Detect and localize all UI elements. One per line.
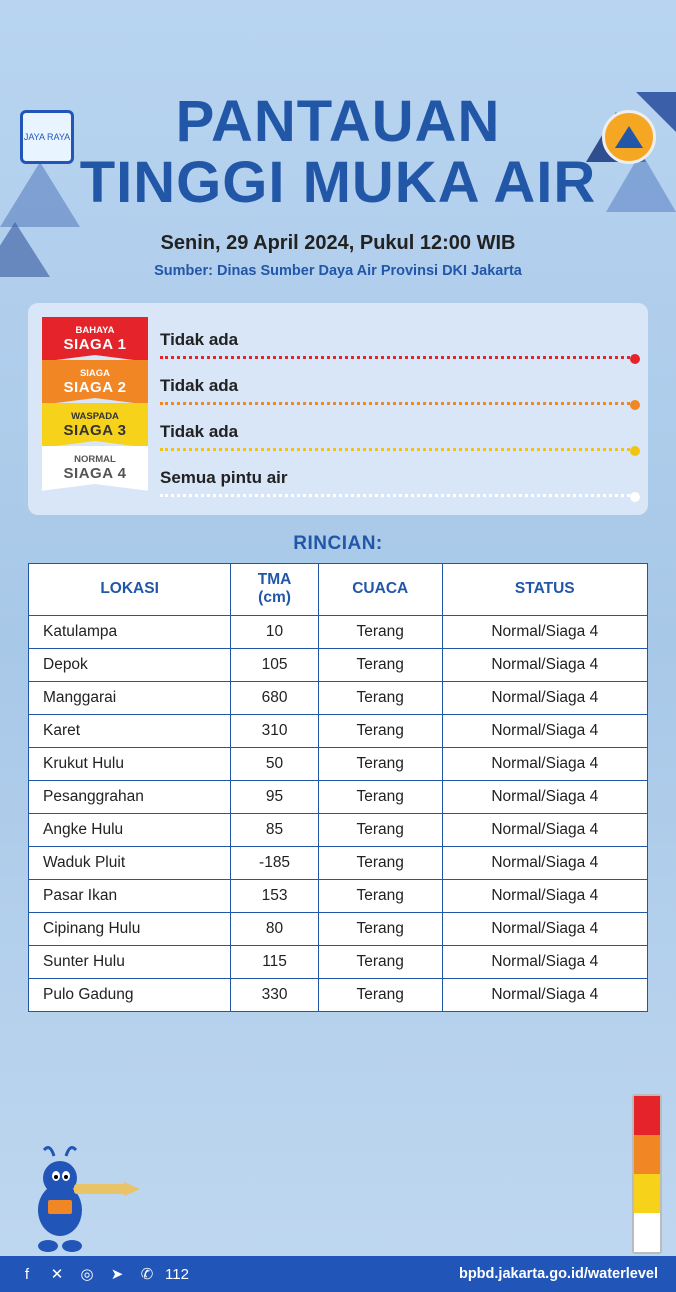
- cell-cuaca: Terang: [318, 945, 442, 978]
- cell-tma: 85: [231, 813, 319, 846]
- cell-tma: 95: [231, 780, 319, 813]
- cell-cuaca: Terang: [318, 846, 442, 879]
- cell-cuaca: Terang: [318, 714, 442, 747]
- cell-cuaca: Terang: [318, 747, 442, 780]
- cell-cuaca: Terang: [318, 978, 442, 1011]
- cell-cuaca: Terang: [318, 780, 442, 813]
- cell-lokasi: Angke Hulu: [29, 813, 231, 846]
- table-row: Waduk Pluit-185TerangNormal/Siaga 4: [29, 846, 648, 879]
- cell-tma: 310: [231, 714, 319, 747]
- badge-siaga-3: WASPADA SIAGA 3: [42, 403, 148, 448]
- badge-siaga-1: BAHAYA SIAGA 1: [42, 317, 148, 362]
- alert-value-siaga-3: Tidak ada: [160, 409, 626, 455]
- alert-value-siaga-1: Tidak ada: [160, 317, 626, 363]
- col-cuaca: CUACA: [318, 563, 442, 615]
- facebook-icon[interactable]: f: [18, 1265, 36, 1283]
- details-block: RINCIAN: LOKASI TMA(cm) CUACA STATUS Kat…: [28, 533, 648, 1012]
- details-title: RINCIAN:: [28, 533, 648, 555]
- table-row: Pulo Gadung330TerangNormal/Siaga 4: [29, 978, 648, 1011]
- table-row: Manggarai680TerangNormal/Siaga 4: [29, 681, 648, 714]
- alert-value-siaga-2: Tidak ada: [160, 363, 626, 409]
- cell-lokasi: Depok: [29, 648, 231, 681]
- footer-url[interactable]: bpbd.jakarta.go.id/waterlevel: [459, 1266, 658, 1282]
- cell-lokasi: Karet: [29, 714, 231, 747]
- cell-tma: 80: [231, 912, 319, 945]
- cell-cuaca: Terang: [318, 648, 442, 681]
- table-row: Cipinang Hulu80TerangNormal/Siaga 4: [29, 912, 648, 945]
- cell-status: Normal/Siaga 4: [442, 681, 647, 714]
- water-gauge-icon: [632, 1094, 662, 1254]
- footer-bar: f ✕ ◎ ➤ ✆ 112 bpbd.jakarta.go.id/waterle…: [0, 1256, 676, 1292]
- logo-bpbd-icon: [602, 110, 656, 164]
- cell-cuaca: Terang: [318, 681, 442, 714]
- cell-status: Normal/Siaga 4: [442, 912, 647, 945]
- cell-status: Normal/Siaga 4: [442, 780, 647, 813]
- cell-lokasi: Manggarai: [29, 681, 231, 714]
- cell-lokasi: Krukut Hulu: [29, 747, 231, 780]
- mascot-icon: [12, 1138, 142, 1258]
- source-line: Sumber: Dinas Sumber Daya Air Provinsi D…: [30, 263, 646, 279]
- cell-lokasi: Pesanggrahan: [29, 780, 231, 813]
- table-row: Krukut Hulu50TerangNormal/Siaga 4: [29, 747, 648, 780]
- instagram-icon[interactable]: ◎: [78, 1265, 96, 1283]
- cell-status: Normal/Siaga 4: [442, 978, 647, 1011]
- cell-tma: 330: [231, 978, 319, 1011]
- phone-icon[interactable]: ✆: [138, 1265, 156, 1283]
- cell-status: Normal/Siaga 4: [442, 648, 647, 681]
- badge-siaga-4: NORMAL SIAGA 4: [42, 446, 148, 491]
- table-header-row: LOKASI TMA(cm) CUACA STATUS: [29, 563, 648, 615]
- table-row: Sunter Hulu115TerangNormal/Siaga 4: [29, 945, 648, 978]
- table-row: Pesanggrahan95TerangNormal/Siaga 4: [29, 780, 648, 813]
- logo-jakarta-icon: JAYA RAYA: [20, 110, 74, 164]
- cell-lokasi: Pulo Gadung: [29, 978, 231, 1011]
- cell-tma: 115: [231, 945, 319, 978]
- social-icons: f ✕ ◎ ➤ ✆ 112: [18, 1265, 186, 1283]
- cell-tma: -185: [231, 846, 319, 879]
- col-lokasi: LOKASI: [29, 563, 231, 615]
- table-row: Depok105TerangNormal/Siaga 4: [29, 648, 648, 681]
- cell-tma: 10: [231, 615, 319, 648]
- cell-lokasi: Sunter Hulu: [29, 945, 231, 978]
- col-status: STATUS: [442, 563, 647, 615]
- cell-cuaca: Terang: [318, 813, 442, 846]
- header-logos: JAYA RAYA: [0, 110, 676, 164]
- cell-status: Normal/Siaga 4: [442, 813, 647, 846]
- col-tma: TMA(cm): [231, 563, 319, 615]
- cell-status: Normal/Siaga 4: [442, 615, 647, 648]
- cell-lokasi: Waduk Pluit: [29, 846, 231, 879]
- cell-tma: 50: [231, 747, 319, 780]
- cell-lokasi: Katulampa: [29, 615, 231, 648]
- cell-cuaca: Terang: [318, 879, 442, 912]
- cell-lokasi: Pasar Ikan: [29, 879, 231, 912]
- cell-cuaca: Terang: [318, 912, 442, 945]
- table-row: Pasar Ikan153TerangNormal/Siaga 4: [29, 879, 648, 912]
- cell-tma: 680: [231, 681, 319, 714]
- cell-lokasi: Cipinang Hulu: [29, 912, 231, 945]
- alert-card: BAHAYA SIAGA 1 SIAGA SIAGA 2 WASPADA SIA…: [28, 303, 648, 515]
- cell-status: Normal/Siaga 4: [442, 945, 647, 978]
- cell-tma: 105: [231, 648, 319, 681]
- alert-value-siaga-4: Semua pintu air: [160, 455, 626, 501]
- table-row: Karet310TerangNormal/Siaga 4: [29, 714, 648, 747]
- badge-stack: BAHAYA SIAGA 1 SIAGA SIAGA 2 WASPADA SIA…: [42, 317, 148, 489]
- telegram-icon[interactable]: ➤: [108, 1265, 126, 1283]
- cell-status: Normal/Siaga 4: [442, 846, 647, 879]
- cell-status: Normal/Siaga 4: [442, 879, 647, 912]
- table-row: Katulampa10TerangNormal/Siaga 4: [29, 615, 648, 648]
- badge-siaga-2: SIAGA SIAGA 2: [42, 360, 148, 405]
- emergency-number: 112: [168, 1265, 186, 1283]
- cell-cuaca: Terang: [318, 615, 442, 648]
- cell-tma: 153: [231, 879, 319, 912]
- twitter-icon[interactable]: ✕: [48, 1265, 66, 1283]
- cell-status: Normal/Siaga 4: [442, 714, 647, 747]
- cell-status: Normal/Siaga 4: [442, 747, 647, 780]
- water-level-table: LOKASI TMA(cm) CUACA STATUS Katulampa10T…: [28, 563, 648, 1012]
- table-row: Angke Hulu85TerangNormal/Siaga 4: [29, 813, 648, 846]
